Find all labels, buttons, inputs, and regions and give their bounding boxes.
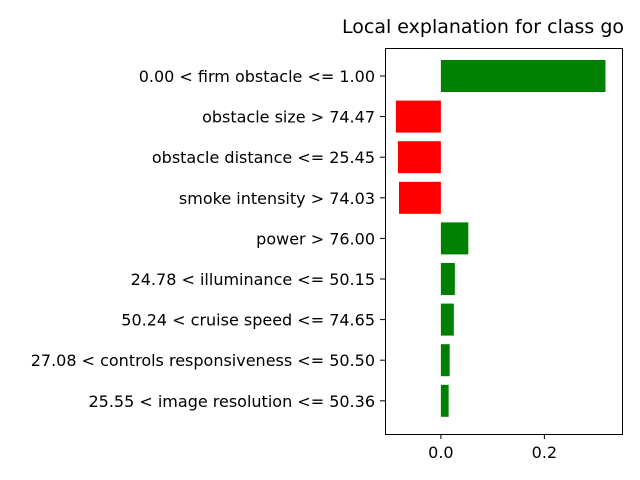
bar-3 (398, 181, 441, 214)
y-tick-label-4: power > 76.00 (256, 229, 375, 248)
bar-4 (440, 222, 469, 255)
bar-7 (440, 344, 450, 377)
y-tick-label-3: smoke intensity > 74.03 (179, 189, 375, 208)
bar-8 (440, 384, 449, 417)
chart-title: Local explanation for class go (342, 16, 624, 38)
y-ticks: 0.00 < firm obstacle <= 1.00 obstacle siz… (31, 67, 385, 411)
bar-2 (397, 141, 441, 174)
x-ticks: 0.0 0.2 (428, 434, 557, 462)
bar-1 (395, 100, 441, 133)
y-tick-label-0: 0.00 < firm obstacle <= 1.00 (139, 67, 375, 86)
y-tick-label-6: 50.24 < cruise speed <= 74.65 (121, 311, 375, 330)
bar-6 (440, 303, 454, 336)
y-tick-label-7: 27.08 < controls responsiveness <= 50.50 (31, 351, 375, 370)
y-tick-label-8: 25.55 < image resolution <= 50.36 (88, 392, 375, 411)
bar-5 (440, 263, 455, 295)
bar-0 (440, 60, 606, 92)
x-tick-label-1: 0.2 (532, 443, 557, 462)
x-tick-label-0: 0.0 (428, 443, 453, 462)
y-tick-label-5: 24.78 < illuminance <= 50.15 (131, 270, 375, 289)
bars (395, 60, 606, 417)
y-tick-label-2: obstacle distance <= 25.45 (152, 148, 375, 167)
axes-frame (385, 48, 623, 435)
y-tick-label-1: obstacle size > 74.47 (202, 108, 375, 127)
